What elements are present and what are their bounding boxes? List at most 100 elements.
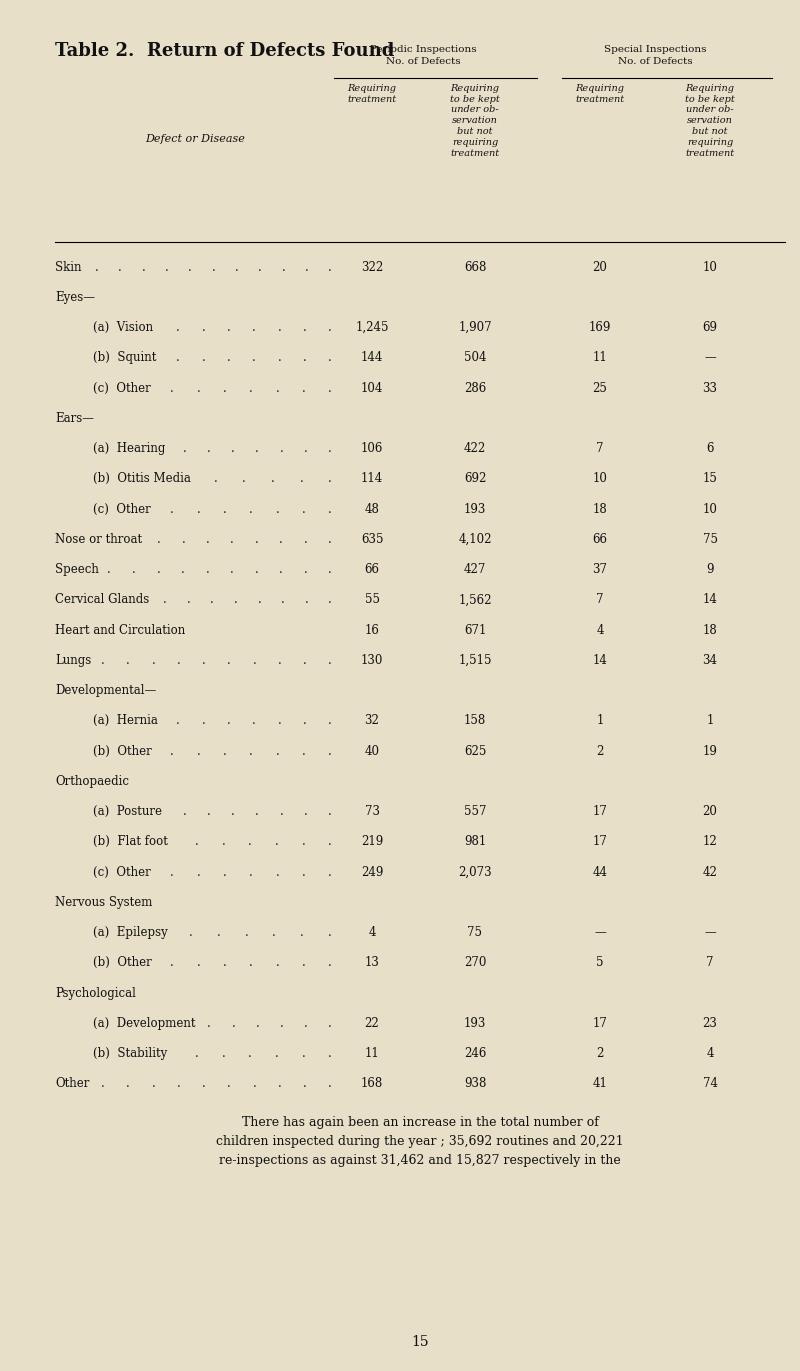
Text: .: . [101, 654, 105, 666]
Text: Cervical Glands: Cervical Glands [55, 594, 150, 606]
Text: 55: 55 [365, 594, 379, 606]
Text: .: . [278, 1078, 282, 1090]
Text: .: . [197, 503, 200, 515]
Text: 66: 66 [593, 533, 607, 546]
Text: .: . [118, 260, 122, 274]
Text: 42: 42 [702, 865, 718, 879]
Text: 7: 7 [596, 441, 604, 455]
Text: 2,073: 2,073 [458, 865, 492, 879]
Text: 15: 15 [411, 1335, 429, 1349]
Text: .: . [217, 927, 220, 939]
Text: .: . [202, 321, 206, 335]
Text: .: . [328, 321, 332, 335]
Text: 14: 14 [702, 594, 718, 606]
Text: .: . [278, 714, 282, 728]
Text: 981: 981 [464, 835, 486, 849]
Text: .: . [207, 1017, 211, 1030]
Text: .: . [222, 503, 226, 515]
Text: 13: 13 [365, 957, 379, 969]
Text: .: . [275, 865, 279, 879]
Text: .: . [302, 957, 306, 969]
Text: 37: 37 [593, 563, 607, 576]
Text: .: . [328, 714, 332, 728]
Text: 10: 10 [702, 260, 718, 274]
Text: 7: 7 [596, 594, 604, 606]
Text: .: . [188, 260, 192, 274]
Text: .: . [202, 654, 206, 666]
Text: 16: 16 [365, 624, 379, 636]
Text: .: . [170, 503, 174, 515]
Text: 69: 69 [702, 321, 718, 335]
Text: .: . [163, 594, 167, 606]
Text: 158: 158 [464, 714, 486, 728]
Text: (a)  Hearing: (a) Hearing [93, 441, 166, 455]
Text: .: . [275, 381, 279, 395]
Text: Lungs: Lungs [55, 654, 91, 666]
Text: .: . [302, 1047, 306, 1060]
Text: .: . [234, 594, 238, 606]
Text: 938: 938 [464, 1078, 486, 1090]
Text: Eyes—: Eyes— [55, 291, 95, 304]
Text: (b)  Otitis Media: (b) Otitis Media [93, 473, 191, 485]
Text: .: . [248, 835, 252, 849]
Text: .: . [305, 260, 309, 274]
Text: 130: 130 [361, 654, 383, 666]
Text: .: . [182, 533, 185, 546]
Text: .: . [197, 744, 200, 758]
Text: .: . [206, 533, 210, 546]
Text: .: . [328, 865, 332, 879]
Text: 17: 17 [593, 805, 607, 818]
Text: 635: 635 [361, 533, 383, 546]
Text: .: . [132, 563, 136, 576]
Text: .: . [303, 1078, 306, 1090]
Text: 2: 2 [596, 1047, 604, 1060]
Text: .: . [170, 381, 174, 395]
Text: (b)  Squint: (b) Squint [93, 351, 156, 365]
Text: .: . [282, 260, 286, 274]
Text: .: . [302, 865, 306, 879]
Text: .: . [255, 441, 259, 455]
Text: .: . [235, 260, 238, 274]
Text: .: . [302, 381, 306, 395]
Text: 1,515: 1,515 [458, 654, 492, 666]
Text: .: . [328, 654, 332, 666]
Text: Defect or Disease: Defect or Disease [145, 134, 245, 144]
Text: .: . [206, 441, 210, 455]
Text: .: . [303, 321, 306, 335]
Text: .: . [275, 503, 279, 515]
Text: 11: 11 [593, 351, 607, 365]
Text: 270: 270 [464, 957, 486, 969]
Text: 75: 75 [467, 927, 482, 939]
Text: 1,907: 1,907 [458, 321, 492, 335]
Text: 11: 11 [365, 1047, 379, 1060]
Text: .: . [303, 351, 306, 365]
Text: (a)  Posture: (a) Posture [93, 805, 162, 818]
Text: .: . [254, 533, 258, 546]
Text: .: . [302, 503, 306, 515]
Text: 41: 41 [593, 1078, 607, 1090]
Text: .: . [222, 381, 226, 395]
Text: 4: 4 [706, 1047, 714, 1060]
Text: 557: 557 [464, 805, 486, 818]
Text: .: . [299, 473, 303, 485]
Text: 33: 33 [702, 381, 718, 395]
Text: 18: 18 [593, 503, 607, 515]
Text: Psychological: Psychological [55, 987, 136, 999]
Text: .: . [303, 714, 306, 728]
Text: 106: 106 [361, 441, 383, 455]
Text: 25: 25 [593, 381, 607, 395]
Text: .: . [280, 1017, 283, 1030]
Text: .: . [165, 260, 169, 274]
Text: 73: 73 [365, 805, 379, 818]
Text: 625: 625 [464, 744, 486, 758]
Text: .: . [258, 594, 261, 606]
Text: .: . [227, 1078, 231, 1090]
Text: .: . [258, 260, 262, 274]
Text: .: . [271, 473, 274, 485]
Text: .: . [197, 957, 200, 969]
Text: (b)  Stability: (b) Stability [93, 1047, 167, 1060]
Text: .: . [279, 563, 283, 576]
Text: .: . [249, 381, 253, 395]
Text: (a)  Development: (a) Development [93, 1017, 195, 1030]
Text: .: . [278, 321, 282, 335]
